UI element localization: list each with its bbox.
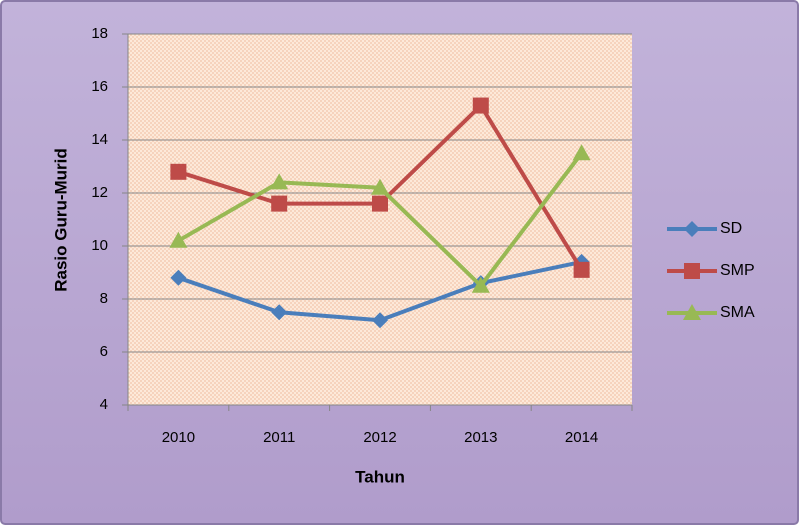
legend-label: SMA bbox=[720, 304, 755, 321]
legend-marker bbox=[683, 304, 701, 320]
x-axis-label: Tahun bbox=[355, 467, 405, 486]
marker bbox=[572, 144, 591, 161]
y-tick-label: 14 bbox=[91, 131, 108, 148]
y-tick-label: 8 bbox=[100, 290, 108, 307]
legend-label: SD bbox=[720, 220, 742, 237]
x-tick-label: 2010 bbox=[162, 429, 195, 446]
marker bbox=[573, 261, 590, 278]
legend-marker bbox=[684, 263, 700, 279]
x-tick-label: 2013 bbox=[464, 429, 497, 446]
marker bbox=[271, 195, 288, 212]
x-tick-label: 2014 bbox=[565, 429, 598, 446]
marker bbox=[169, 231, 188, 248]
marker bbox=[372, 195, 388, 212]
y-tick-label: 10 bbox=[91, 237, 108, 254]
marker bbox=[471, 276, 490, 293]
y-tick-label: 6 bbox=[100, 343, 108, 360]
marker bbox=[472, 97, 489, 114]
x-tick-label: 2012 bbox=[363, 429, 396, 446]
y-tick-label: 12 bbox=[91, 184, 108, 201]
x-tick-label: 2011 bbox=[263, 429, 295, 446]
marker bbox=[170, 269, 187, 286]
plot-area bbox=[128, 34, 632, 405]
y-axis-label: Rasio Guru-Murid bbox=[51, 148, 70, 292]
marker bbox=[372, 312, 388, 329]
y-tick-label: 18 bbox=[91, 25, 108, 42]
marker bbox=[170, 163, 187, 180]
y-tick-label: 4 bbox=[100, 396, 108, 413]
marker bbox=[270, 173, 289, 190]
y-tick-label: 16 bbox=[91, 78, 108, 95]
marker bbox=[371, 178, 389, 195]
marker bbox=[271, 304, 288, 321]
legend-marker bbox=[684, 221, 700, 237]
legend-label: SMP bbox=[720, 262, 755, 279]
